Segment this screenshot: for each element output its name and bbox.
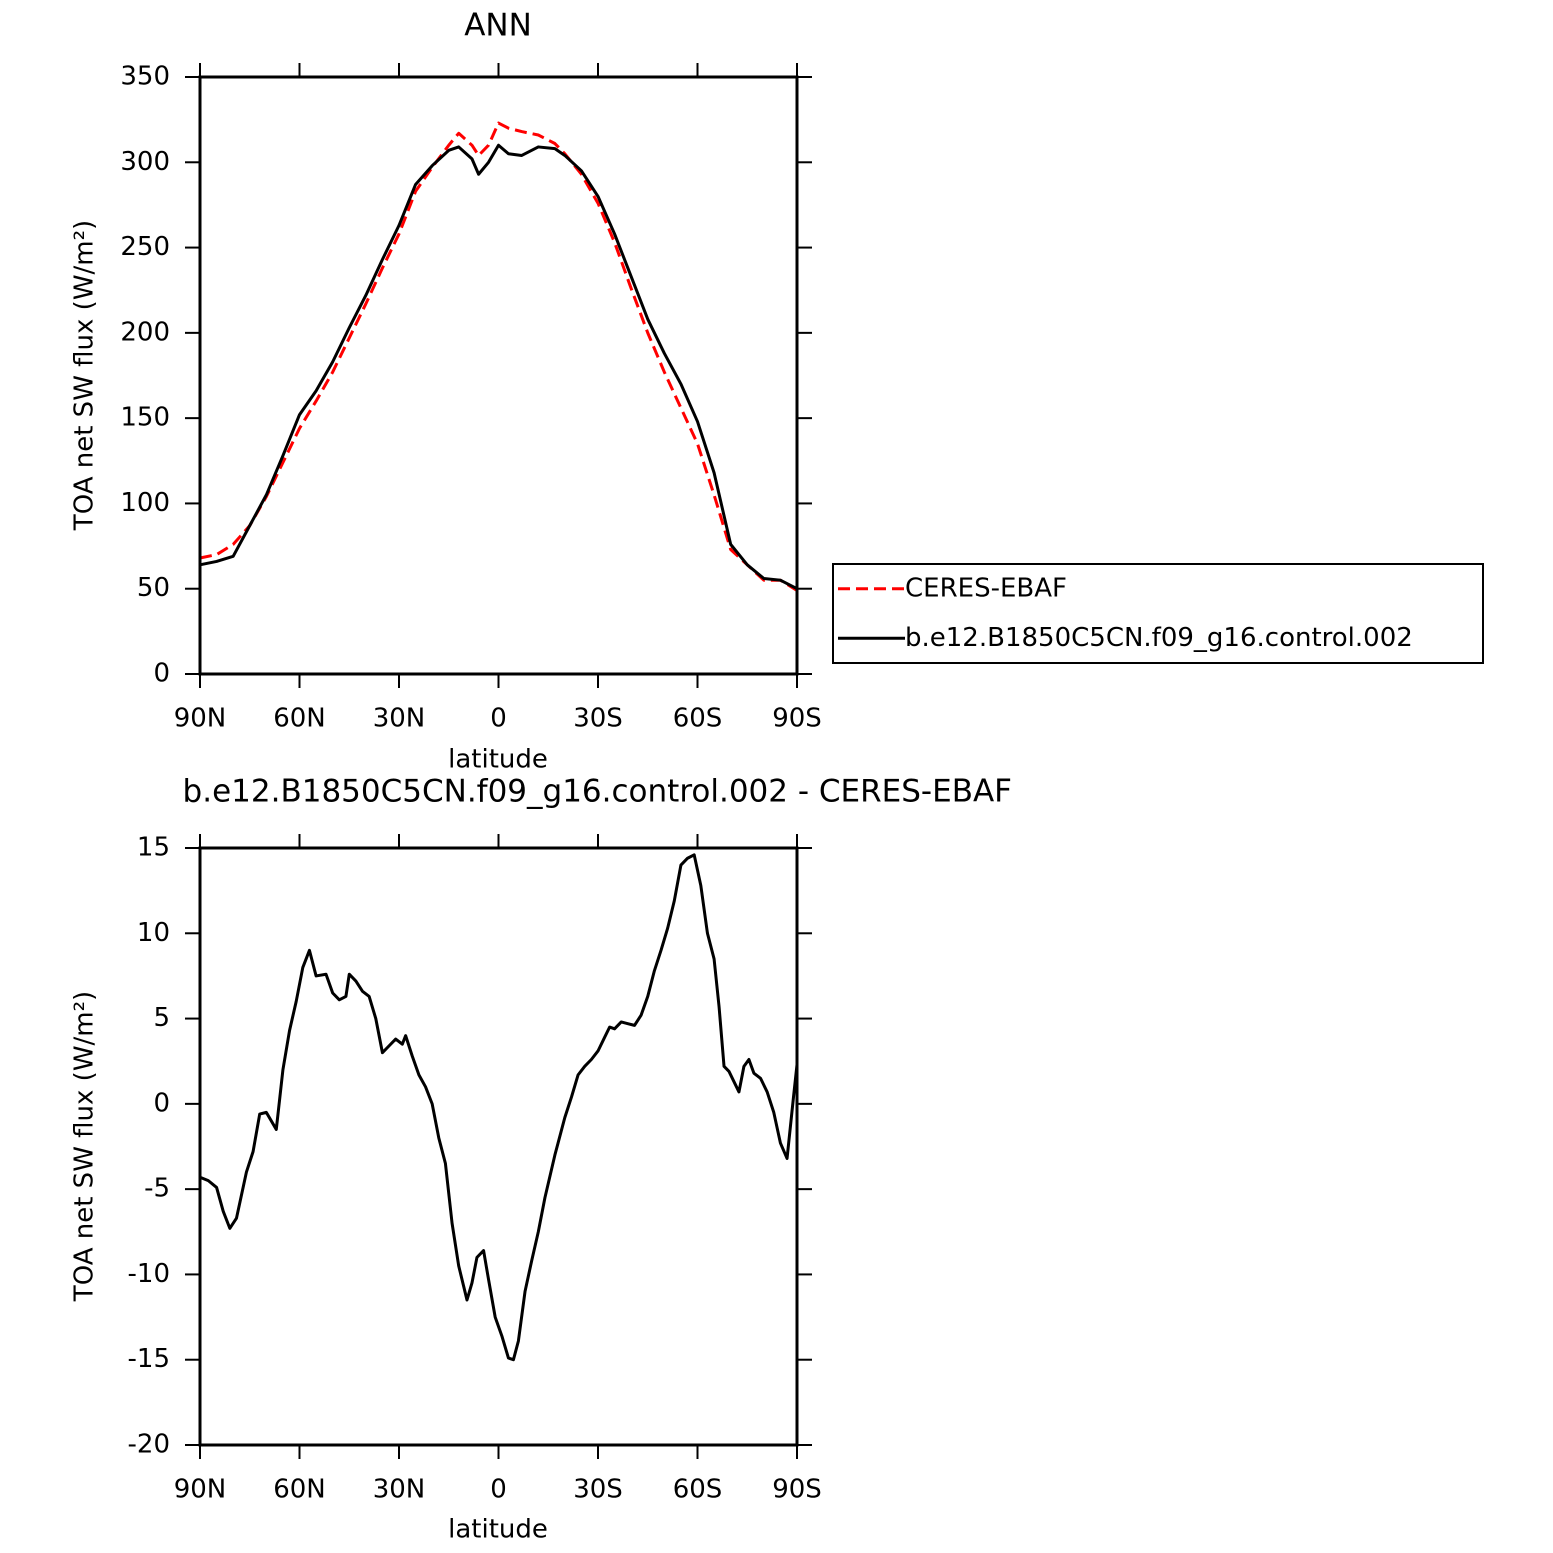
legend-label: b.e12.B1850C5CN.f09_g16.control.002	[905, 623, 1413, 653]
y-tick-label: 50	[137, 573, 170, 603]
x-axis-label: latitude	[448, 1515, 548, 1545]
x-tick-label: 0	[490, 704, 507, 734]
plot-frame	[198, 846, 799, 1447]
y-tick-label: 5	[153, 1003, 170, 1033]
y-tick-label: -15	[128, 1344, 170, 1374]
y-tick-label: 15	[137, 833, 170, 863]
x-tick-label: 90S	[772, 1475, 822, 1505]
y-tick-label: 100	[120, 488, 170, 518]
x-tick-label: 90N	[174, 1475, 227, 1505]
y-tick-label: 0	[153, 1088, 170, 1118]
x-tick-label: 0	[490, 1475, 507, 1505]
y-axis-label: TOA net SW flux (W/m²)	[70, 991, 100, 1302]
x-tick-label: 30N	[373, 704, 426, 734]
chart-title: ANN	[464, 8, 532, 44]
y-tick-label: 0	[153, 659, 170, 689]
y-tick-label: 350	[120, 62, 170, 92]
y-axis-label: TOA net SW flux (W/m²)	[70, 220, 100, 531]
x-axis-label: latitude	[448, 745, 548, 775]
y-tick-label: 150	[120, 403, 170, 433]
x-tick-label: 30S	[573, 704, 623, 734]
y-tick-label: -20	[128, 1430, 170, 1460]
legend-label: CERES-EBAF	[905, 573, 1067, 603]
x-tick-label: 60S	[673, 704, 723, 734]
plot-frame	[198, 75, 799, 676]
data-line	[199, 143, 798, 591]
y-tick-label: 300	[120, 147, 170, 177]
y-tick-label: 200	[120, 317, 170, 347]
x-tick-label: 90S	[772, 704, 822, 734]
y-tick-label: 10	[137, 918, 170, 948]
legend-box	[832, 563, 1484, 664]
y-tick-label: -10	[128, 1259, 170, 1289]
data-line	[199, 853, 799, 1362]
data-line	[199, 121, 798, 592]
y-tick-label: -5	[144, 1174, 170, 1204]
x-tick-label: 30N	[373, 1475, 426, 1505]
x-tick-label: 30S	[573, 1475, 623, 1505]
x-tick-label: 60N	[273, 704, 326, 734]
y-tick-label: 250	[120, 232, 170, 262]
chart-title: b.e12.B1850C5CN.f09_g16.control.002 - CE…	[183, 774, 1012, 810]
x-tick-label: 90N	[174, 704, 227, 734]
x-tick-label: 60S	[673, 1475, 723, 1505]
x-tick-label: 60N	[273, 1475, 326, 1505]
